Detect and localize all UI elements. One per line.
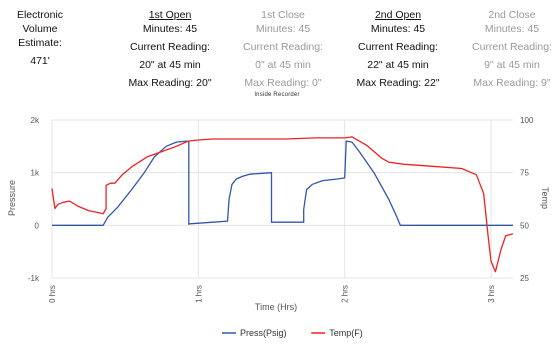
second-open-minutes: Minutes: 45 (370, 23, 426, 35)
first-open-max: Max Reading: 20" (128, 77, 212, 89)
first-open-current-label: Current Reading: (130, 41, 210, 53)
second-close-column: 2nd Close Minutes: 45 Current Reading: 9… (462, 8, 554, 90)
y-axis-label-right: Temp (540, 187, 550, 209)
second-close-minutes: Minutes: 45 (484, 23, 540, 35)
first-close-column: 1st Close Minutes: 45 Current Reading: 0… (233, 8, 333, 90)
second-open-current-label: Current Reading: (358, 41, 438, 53)
first-close-title: 1st Close (261, 9, 305, 21)
volume-estimate: Electronic Volume Estimate: 471' (0, 8, 80, 68)
summary-panel: Electronic Volume Estimate: 471' 1st Ope… (0, 0, 554, 89)
y-tick-label-left: 2k (31, 116, 40, 125)
first-close-minutes: Minutes: 45 (255, 23, 311, 35)
second-close-current-label: Current Reading: (472, 41, 552, 53)
legend: Press(Psig) Temp(F) (222, 328, 363, 338)
x-axis-label: Time (Hrs) (255, 302, 297, 312)
y-tick-label-right: 25 (520, 274, 529, 283)
legend-label: Temp(F) (329, 328, 363, 338)
y-axis-label-left: Pressure (7, 180, 17, 216)
y-tick-label-left: 1k (31, 169, 40, 178)
y-tick-label-right: 100 (520, 116, 534, 125)
second-open-current-value: 22" at 45 min (367, 59, 429, 71)
second-close-max: Max Reading: 9" (473, 77, 551, 89)
first-close-current-value: 0" at 45 min (255, 59, 311, 71)
first-open-current-value: 20" at 45 min (139, 59, 201, 71)
y-tick-label-left: -1k (28, 274, 40, 283)
y-tick-label-left: 0 (35, 221, 40, 230)
x-tick-label: 3 hrs (487, 285, 496, 303)
x-tick-label: 2 hrs (341, 285, 350, 303)
second-open-column: 2nd Open Minutes: 45 Current Reading: 22… (348, 8, 448, 90)
first-open-minutes: Minutes: 45 (142, 23, 198, 35)
first-close-current-label: Current Reading: (243, 41, 323, 53)
series-line-press-psig (52, 140, 513, 226)
chart-title: Inside Recorder (254, 92, 300, 98)
volume-label: Electronic Volume Estimate: (16, 9, 64, 49)
grid (51, 119, 513, 279)
axis-ticks: -1k 0 1k 2k 25 50 75 100 0 hrs 1 hrs 2 hrs 3 hrs (28, 116, 534, 303)
second-open-title: 2nd Open (374, 9, 422, 21)
legend-label: Press(Psig) (240, 328, 287, 338)
volume-value: 471' (30, 55, 50, 67)
first-close-max: Max Reading: 0" (244, 77, 322, 89)
series-layer (51, 136, 514, 273)
x-tick-label: 0 hrs (48, 285, 57, 303)
second-open-max: Max Reading: 22" (356, 77, 440, 89)
first-open-column: 1st Open Minutes: 45 Current Reading: 20… (120, 8, 220, 90)
second-close-current-value: 9" at 45 min (484, 59, 540, 71)
y-tick-label-right: 50 (520, 221, 529, 230)
second-close-title: 2nd Close (488, 9, 536, 21)
x-tick-label: 1 hrs (194, 285, 203, 303)
series-line-temp-f (51, 136, 514, 273)
first-open-title: 1st Open (148, 9, 192, 21)
y-tick-label-right: 75 (520, 169, 529, 178)
